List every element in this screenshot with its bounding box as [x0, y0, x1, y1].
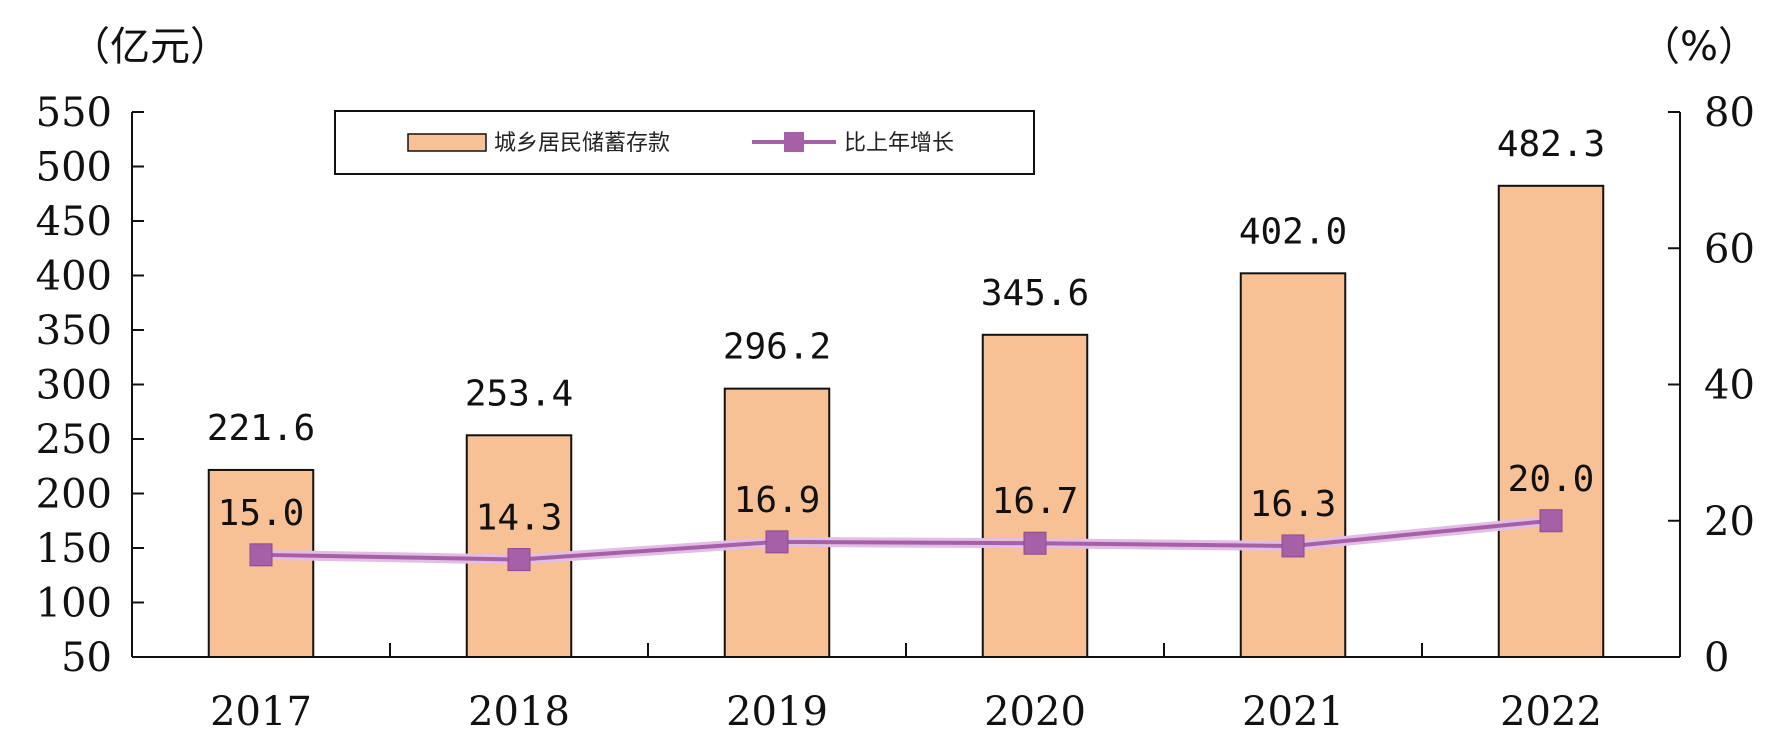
bar	[465, 434, 573, 658]
line-point-marker	[1281, 534, 1305, 558]
x-tick-label: 2022	[1500, 689, 1602, 735]
left-tick-label: 100	[36, 581, 112, 627]
right-tick-label: 40	[1704, 363, 1755, 409]
bar-value-label: 482.3	[1497, 124, 1605, 165]
bar-value-label: 221.6	[207, 408, 315, 449]
line-value-label: 20.0	[1508, 459, 1595, 500]
line-value-label: 16.9	[734, 480, 821, 521]
left-axis-unit: （亿元）	[70, 24, 230, 70]
line-point-marker	[249, 543, 273, 567]
line-value-label: 14.3	[476, 498, 563, 539]
line-series-path	[260, 518, 1552, 562]
bar-value-label: 345.6	[981, 273, 1089, 314]
left-tick-label: 450	[36, 199, 112, 245]
right-axis-unit: （%）	[1640, 24, 1758, 70]
right-tick-label: 20	[1704, 499, 1755, 545]
bar	[981, 333, 1089, 658]
x-tick-label: 2017	[210, 689, 312, 735]
bar-series	[207, 184, 1605, 658]
legend-bar-label: 城乡居民储蓄存款	[494, 131, 670, 156]
legend-line-label: 比上年增长	[844, 131, 954, 156]
left-tick-label: 400	[36, 254, 112, 300]
line-series	[249, 509, 1563, 572]
left-tick-label: 150	[36, 526, 112, 572]
legend-line-marker	[784, 132, 804, 152]
bar-value-label: 296.2	[723, 327, 831, 368]
data-labels: 221.6 253.4 296.2 345.6 402.0 482.3 15.0 14.3 16…	[207, 124, 1605, 539]
legend-bar-swatch	[407, 133, 487, 152]
left-tick-label: 300	[36, 363, 112, 409]
x-tick-label: 2018	[468, 689, 570, 735]
bar	[1239, 272, 1347, 658]
right-tick-label: 60	[1704, 226, 1755, 272]
left-tick-label: 500	[36, 145, 112, 191]
left-tick-label: 50	[61, 635, 112, 681]
line-point-marker	[1023, 531, 1047, 555]
line-value-label: 15.0	[218, 493, 305, 534]
bar	[723, 387, 831, 658]
legend: 城乡居民储蓄存款 比上年增长	[334, 110, 1035, 175]
x-tick-label: 2019	[726, 689, 828, 735]
line-point-marker	[507, 548, 531, 572]
x-tick-label: 2020	[984, 689, 1086, 735]
line-point-marker	[1539, 509, 1563, 533]
x-tick-label: 2021	[1242, 689, 1344, 735]
bar	[1497, 184, 1605, 658]
line-value-label: 16.7	[992, 481, 1079, 522]
left-tick-label: 350	[36, 308, 112, 354]
line-point-marker	[765, 530, 789, 554]
left-tick-label: 550	[36, 90, 112, 136]
left-tick-label: 200	[36, 472, 112, 518]
left-tick-label: 250	[36, 417, 112, 463]
axes: 50 100 150 200 250 300 350 400 450 500 550 0 20 40 60 8…	[36, 90, 1755, 735]
right-tick-label: 80	[1704, 90, 1755, 136]
bar-value-label: 402.0	[1239, 211, 1347, 252]
bar-value-label: 253.4	[465, 373, 573, 414]
right-tick-label: 0	[1704, 635, 1729, 681]
line-value-label: 16.3	[1250, 484, 1337, 525]
